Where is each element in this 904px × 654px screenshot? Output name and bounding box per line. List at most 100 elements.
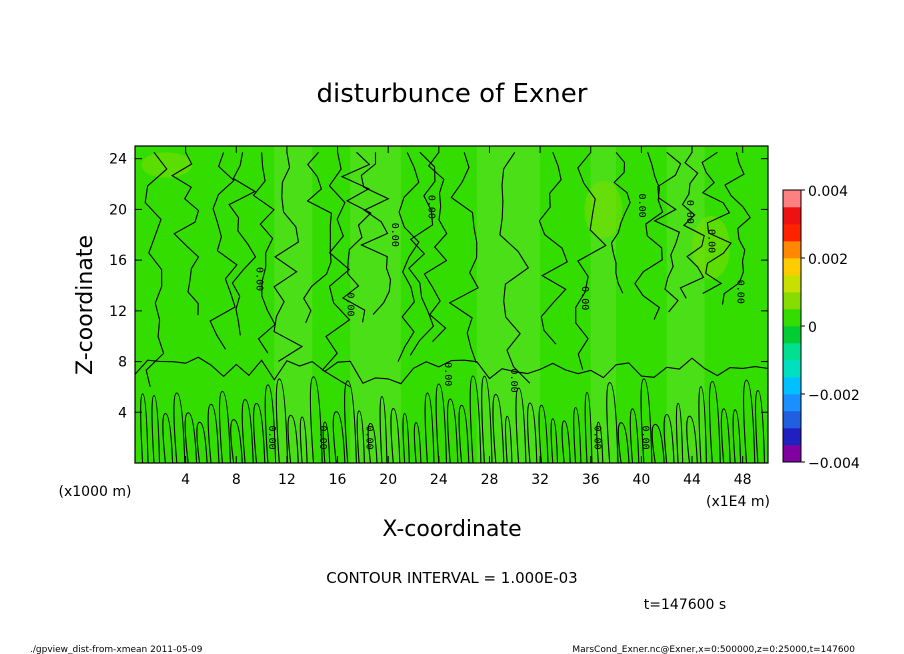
x-tick-label: 44 [683, 472, 701, 488]
contour-line [356, 410, 365, 464]
contour-line [151, 394, 161, 464]
contour-line [698, 386, 707, 464]
contour-line [299, 416, 308, 464]
contour-line [504, 415, 513, 464]
contour-line [538, 152, 568, 345]
contour-label: 0.00 [364, 426, 375, 450]
colorbar-swatch [783, 394, 801, 412]
contour-line [367, 422, 378, 464]
chart-title: disturbunce of Exner [317, 79, 588, 109]
contour-line [303, 151, 332, 324]
contour-line [679, 151, 705, 299]
colorbar-swatch [783, 275, 801, 293]
field-patch [584, 180, 623, 238]
contour-line [196, 421, 208, 464]
time-label: t=147600 s [644, 597, 726, 613]
contour-line [287, 414, 299, 464]
contour-line [458, 404, 470, 464]
contour-label: 0.00 [684, 200, 695, 224]
x-axis-label: X-coordinate [382, 517, 521, 542]
colorbar-swatch [783, 258, 801, 276]
contour-line [423, 151, 448, 342]
contour-line [184, 412, 198, 464]
contour-line [573, 406, 582, 464]
contour-label: 0.00 [508, 369, 519, 393]
contour-line [596, 421, 604, 464]
contour-line [663, 413, 675, 464]
contour-line [413, 422, 422, 464]
contour-line [606, 382, 619, 464]
field-patch [692, 215, 731, 280]
contour-line [527, 402, 538, 464]
contour-line [309, 376, 323, 464]
contour-line [273, 152, 304, 362]
x-tick-label: 28 [481, 472, 499, 488]
contour-line [634, 152, 664, 320]
x-tick-label: 24 [430, 472, 448, 488]
colorbar-swatch [783, 292, 801, 310]
y-axis-ticks: 4 8 12 16 20 24 [109, 152, 768, 421]
contour-line [721, 152, 751, 305]
contour-line [379, 396, 388, 464]
y-tick-label: 8 [118, 355, 127, 371]
contour-line [134, 356, 769, 385]
contour-line [653, 151, 682, 313]
contour-line [408, 151, 436, 356]
colorbar-tick-label: 0.002 [808, 252, 848, 268]
colorbar-swatch [783, 207, 801, 225]
x-axis-ticks: 4 8 12 16 20 24 28 32 36 40 44 48 [181, 146, 752, 488]
contour-line [241, 399, 254, 464]
contour-line [754, 390, 766, 464]
x-tick-label: 12 [278, 472, 296, 488]
contour-line [651, 423, 665, 464]
colorbar-swatch [783, 309, 801, 327]
x-tick-label: 20 [379, 472, 397, 488]
y-tick-label: 16 [109, 253, 127, 269]
contour-label: 0.00 [317, 426, 328, 450]
contour-line [264, 384, 277, 464]
contour-line [617, 422, 630, 464]
contour-line [340, 151, 372, 323]
contour-line [640, 378, 653, 464]
contour-label: 0.00 [389, 223, 400, 247]
x-tick-label: 40 [632, 472, 650, 488]
contour-label: 0.00 [442, 362, 453, 386]
colorbar-swatch [783, 224, 801, 242]
colorbar-swatch [783, 445, 801, 463]
contour-line [561, 420, 571, 464]
y-unit-label: (x1000 m) [59, 484, 132, 500]
contour-line [675, 402, 684, 464]
contour-line [720, 408, 731, 464]
contour-label: 0.00 [640, 426, 651, 450]
colorbar-swatch [783, 377, 801, 395]
x-tick-label: 8 [232, 472, 241, 488]
contour-line [321, 152, 351, 388]
contour-lines [134, 151, 769, 464]
contour-line [218, 390, 231, 464]
x-unit-label: (x1E4 m) [706, 494, 770, 510]
y-tick-label: 24 [109, 152, 127, 168]
contour-label: 0.00 [254, 267, 265, 291]
colorbar-swatch [783, 428, 801, 446]
colorbar-swatch [783, 326, 801, 344]
x-tick-label: 48 [734, 472, 752, 488]
contour-line [538, 404, 549, 464]
contour-labels: 0.00 0.00 0.00 0.00 0.00 0.00 0.00 0.00 0.00 0.00… [254, 194, 746, 450]
x-tick-label: 36 [582, 472, 600, 488]
x-tick-label: 16 [329, 472, 347, 488]
contour-line [230, 419, 243, 464]
colorbar-swatch [783, 360, 801, 378]
contour-line [481, 375, 493, 464]
field-patch [141, 152, 192, 178]
contour-line [448, 152, 479, 364]
contour-line [584, 391, 593, 464]
contour-line [515, 387, 527, 464]
contour-line [629, 408, 640, 464]
x-tick-label: 32 [531, 472, 549, 488]
contour-line [550, 418, 559, 464]
contour-line [252, 152, 276, 354]
contour-label: 0.00 [266, 426, 277, 450]
contour-line [402, 412, 410, 464]
contour-line [162, 413, 174, 464]
